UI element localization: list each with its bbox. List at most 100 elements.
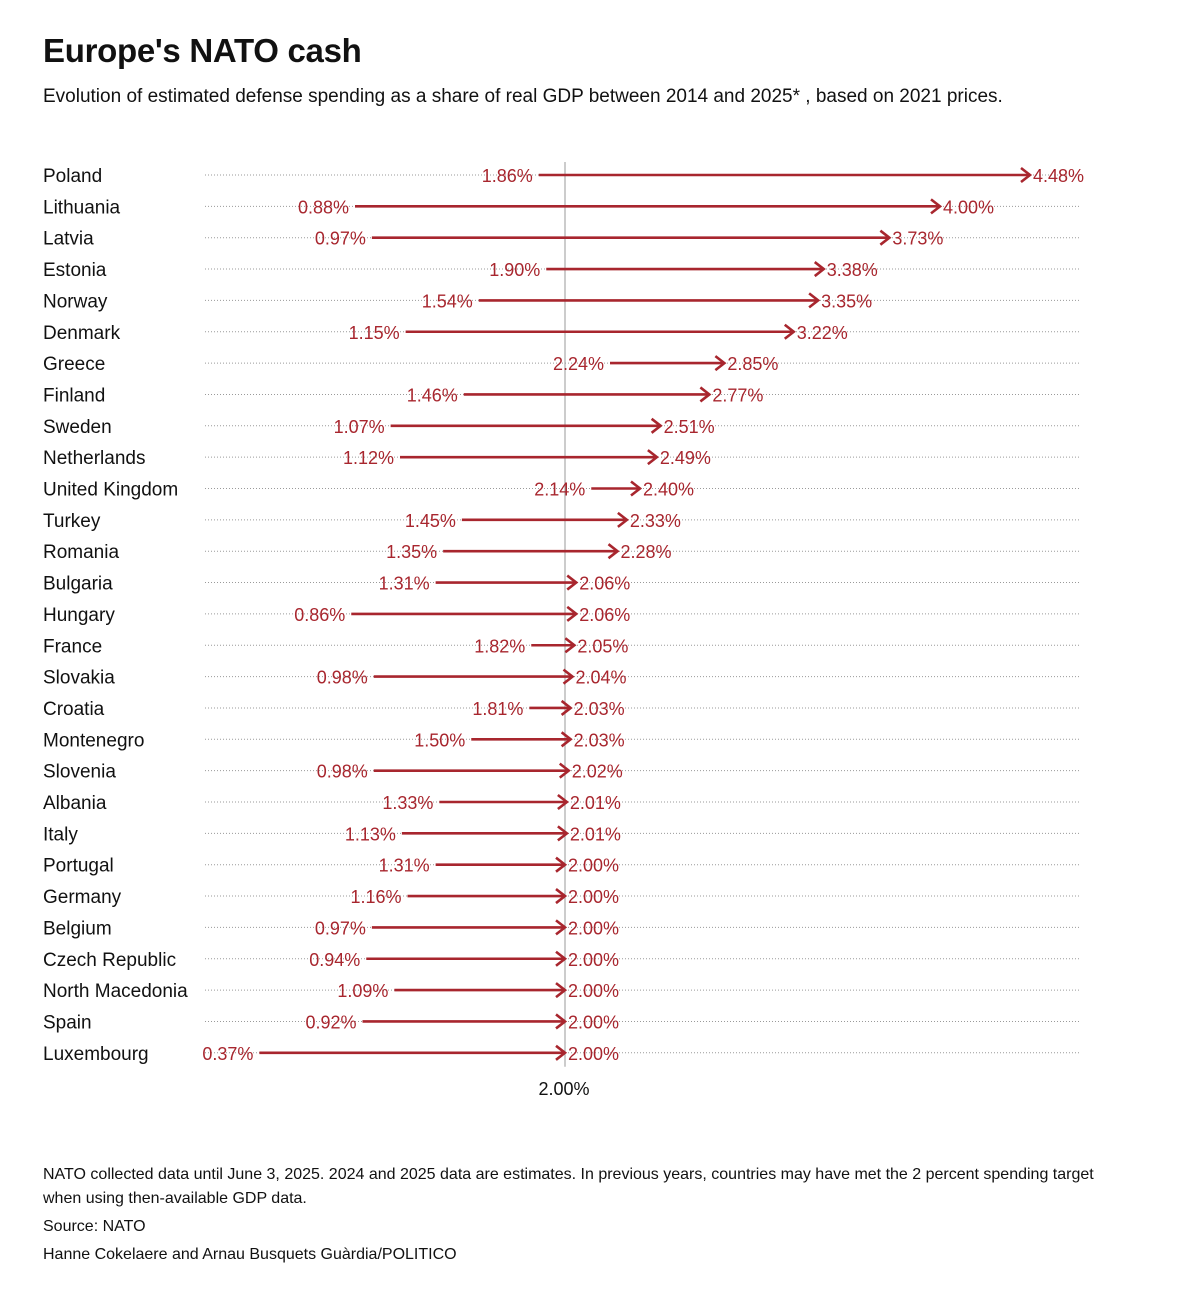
start-value-label: 1.50%: [414, 730, 465, 750]
change-arrow-head: [783, 323, 796, 340]
start-value-label: 1.31%: [379, 574, 430, 594]
change-arrow-head: [555, 888, 568, 905]
footer-source: Source: NATO: [43, 1218, 146, 1235]
country-label: Hungary: [43, 605, 115, 626]
change-arrow-head: [879, 229, 892, 246]
start-value-label: 0.86%: [294, 605, 345, 625]
chart-rows: Poland Lithuania Latvia Estonia Norway Denmar…: [43, 166, 1080, 1065]
start-value-label: 1.46%: [407, 385, 458, 405]
country-label: Spain: [43, 1012, 92, 1033]
start-value-label: 1.90%: [489, 260, 540, 280]
start-value-label: 0.98%: [317, 668, 368, 688]
start-value-label: 1.07%: [334, 417, 385, 437]
end-value-label: 2.00%: [568, 887, 619, 907]
start-value-label: 0.97%: [315, 918, 366, 938]
country-label: Croatia: [43, 699, 105, 720]
start-value-label: 0.92%: [305, 1012, 356, 1032]
country-label: Greece: [43, 354, 105, 375]
start-value-label: 1.81%: [472, 699, 523, 719]
country-label: France: [43, 636, 102, 657]
start-value-label: 1.54%: [422, 291, 473, 311]
change-arrow-head: [555, 950, 568, 967]
end-value-label: 2.51%: [664, 417, 715, 437]
end-value-label: 2.28%: [621, 542, 672, 562]
country-label: Romania: [43, 542, 119, 563]
change-arrow-head: [564, 637, 577, 654]
change-arrow-head: [647, 449, 659, 466]
start-value-label: 0.97%: [315, 229, 366, 249]
change-arrow-head: [617, 511, 629, 528]
start-value-label: 1.35%: [386, 542, 437, 562]
change-arrow-head: [650, 417, 663, 434]
chart-marks: 1.86% 4.48% 0.88% 4.00% 0.97% 3.73% 1.90% 3.38%…: [202, 166, 1084, 1064]
country-label: Turkey: [43, 511, 101, 532]
change-arrow-head: [555, 919, 568, 936]
end-value-label: 2.03%: [574, 730, 625, 750]
change-arrow-head: [630, 480, 643, 497]
change-arrow-head: [555, 1013, 568, 1030]
end-value-label: 2.00%: [568, 1044, 619, 1064]
country-label: Montenegro: [43, 730, 144, 751]
country-label: Lithuania: [43, 197, 121, 218]
country-label: Netherlands: [43, 448, 145, 469]
start-value-label: 1.82%: [474, 636, 525, 656]
country-label: North Macedonia: [43, 981, 188, 1002]
start-value-label: 2.14%: [534, 480, 585, 500]
change-arrow-head: [555, 982, 568, 999]
change-arrow-head: [699, 386, 712, 403]
start-value-label: 1.12%: [343, 448, 394, 468]
change-arrow-head: [1020, 166, 1033, 184]
country-label: Albania: [43, 793, 107, 814]
end-value-label: 2.05%: [577, 636, 628, 656]
start-value-label: 1.86%: [482, 166, 533, 186]
country-label: Bulgaria: [43, 574, 113, 595]
end-value-label: 4.00%: [943, 197, 994, 217]
end-value-label: 4.48%: [1033, 166, 1084, 186]
start-value-label: 0.37%: [202, 1044, 253, 1064]
country-label: Finland: [43, 385, 105, 406]
change-arrow-head: [555, 1044, 568, 1061]
country-label: Belgium: [43, 918, 112, 939]
start-value-label: 1.31%: [379, 856, 430, 876]
start-value-label: 1.33%: [382, 793, 433, 813]
start-value-label: 1.45%: [405, 511, 456, 531]
country-label: Latvia: [43, 229, 94, 250]
chart-title: Europe's NATO cash: [43, 32, 362, 69]
end-value-label: 2.00%: [568, 918, 619, 938]
country-label: Slovenia: [43, 762, 116, 783]
start-value-label: 1.15%: [349, 323, 400, 343]
change-arrow-head: [714, 355, 727, 372]
end-value-label: 2.06%: [579, 605, 630, 625]
start-value-label: 1.16%: [350, 887, 401, 907]
change-arrow-head: [813, 261, 826, 278]
country-label: Luxembourg: [43, 1044, 149, 1065]
end-value-label: 2.03%: [574, 699, 625, 719]
change-arrow-head: [566, 574, 579, 591]
country-label: Portugal: [43, 856, 114, 877]
reference-line-label: 2.00%: [538, 1079, 589, 1099]
change-arrow-head: [560, 731, 573, 748]
end-value-label: 2.01%: [570, 824, 621, 844]
change-arrow-head: [930, 198, 943, 215]
footer-note: NATO collected data until June 3, 2025. …: [43, 1166, 1094, 1207]
end-value-label: 2.00%: [568, 856, 619, 876]
country-label: Slovakia: [43, 668, 115, 689]
end-value-label: 2.49%: [660, 448, 711, 468]
end-value-label: 3.22%: [797, 323, 848, 343]
country-label: Poland: [43, 166, 102, 187]
end-value-label: 2.40%: [643, 480, 694, 500]
change-arrow-head: [566, 605, 579, 622]
country-label: Czech Republic: [43, 950, 176, 971]
country-label: Italy: [43, 824, 78, 845]
end-value-label: 2.85%: [727, 354, 778, 374]
end-value-label: 2.00%: [568, 950, 619, 970]
country-label: Estonia: [43, 260, 107, 281]
change-arrow-head: [560, 699, 573, 716]
start-value-label: 0.88%: [298, 197, 349, 217]
start-value-label: 0.94%: [309, 950, 360, 970]
end-value-label: 2.02%: [572, 762, 623, 782]
change-arrow-head: [562, 668, 575, 685]
change-arrow-head: [558, 762, 571, 779]
end-value-label: 2.04%: [576, 668, 627, 688]
end-value-label: 2.00%: [568, 1012, 619, 1032]
